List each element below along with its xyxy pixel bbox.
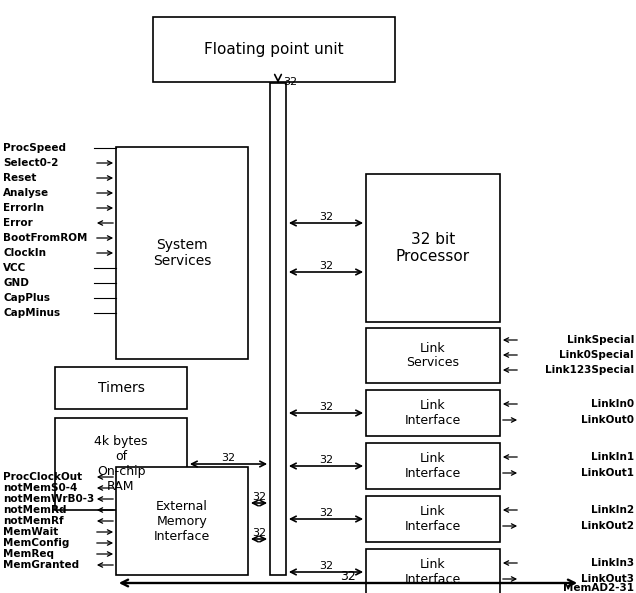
Bar: [366, 390, 500, 436]
Text: 32: 32: [252, 492, 266, 502]
Text: 32: 32: [319, 455, 333, 465]
Text: Select0-2: Select0-2: [3, 158, 59, 168]
Text: LinkOut3: LinkOut3: [581, 574, 634, 584]
Text: Link
Interface: Link Interface: [405, 399, 461, 427]
Bar: [270, 83, 286, 575]
Text: 32: 32: [283, 77, 297, 87]
Bar: [55, 367, 187, 409]
Text: 32: 32: [319, 561, 333, 571]
Text: LinkSpecial: LinkSpecial: [567, 335, 634, 345]
Text: Timers: Timers: [97, 381, 144, 395]
Text: BootFromROM: BootFromROM: [3, 233, 87, 243]
Bar: [366, 496, 500, 542]
Text: LinkIn2: LinkIn2: [591, 505, 634, 515]
Text: ProcClockOut: ProcClockOut: [3, 472, 82, 482]
Text: Error: Error: [3, 218, 32, 228]
Bar: [366, 174, 500, 322]
Text: Floating point unit: Floating point unit: [204, 42, 344, 57]
Bar: [366, 443, 500, 489]
Text: 32: 32: [319, 261, 333, 271]
Bar: [116, 467, 248, 575]
Text: LinkOut0: LinkOut0: [581, 415, 634, 425]
Text: notMemRd: notMemRd: [3, 505, 67, 515]
Text: 32: 32: [252, 528, 266, 538]
Text: Link
Interface: Link Interface: [405, 505, 461, 533]
Text: LinkIn3: LinkIn3: [591, 558, 634, 568]
Text: Analyse: Analyse: [3, 188, 49, 198]
Text: CapPlus: CapPlus: [3, 293, 50, 303]
Text: Link123Special: Link123Special: [545, 365, 634, 375]
Text: 32: 32: [319, 212, 333, 222]
Text: ErrorIn: ErrorIn: [3, 203, 44, 213]
Text: MemAD2-31: MemAD2-31: [563, 583, 634, 593]
Text: 32: 32: [221, 453, 235, 463]
Text: LinkOut2: LinkOut2: [581, 521, 634, 531]
Text: VCC: VCC: [3, 263, 26, 273]
Text: 32 bit
Processor: 32 bit Processor: [396, 232, 470, 264]
Text: MemWait: MemWait: [3, 527, 59, 537]
Text: LinkIn1: LinkIn1: [591, 452, 634, 462]
Text: MemGranted: MemGranted: [3, 560, 79, 570]
Bar: [366, 549, 500, 593]
Text: External
Memory
Interface: External Memory Interface: [154, 499, 210, 543]
Text: notMemWrB0-3: notMemWrB0-3: [3, 494, 94, 504]
Text: LinkOut1: LinkOut1: [581, 468, 634, 478]
Text: LinkIn0: LinkIn0: [591, 399, 634, 409]
Text: Reset: Reset: [3, 173, 36, 183]
Text: 32: 32: [319, 508, 333, 518]
Text: CapMinus: CapMinus: [3, 308, 60, 318]
Text: System
Services: System Services: [153, 238, 211, 268]
Text: 32: 32: [340, 569, 356, 582]
Bar: [55, 418, 187, 510]
Text: ProcSpeed: ProcSpeed: [3, 143, 66, 153]
Text: 4k bytes
of
On-chip
RAM: 4k bytes of On-chip RAM: [94, 435, 148, 493]
Text: Link
Services: Link Services: [406, 342, 459, 369]
Text: notMemS0-4: notMemS0-4: [3, 483, 78, 493]
Text: 32: 32: [319, 402, 333, 412]
Text: Link0Special: Link0Special: [560, 350, 634, 360]
Bar: [116, 147, 248, 359]
Text: Link
Interface: Link Interface: [405, 452, 461, 480]
Text: ClockIn: ClockIn: [3, 248, 46, 258]
Text: GND: GND: [3, 278, 29, 288]
Text: Link
Interface: Link Interface: [405, 558, 461, 586]
Bar: [153, 17, 395, 82]
Text: notMemRf: notMemRf: [3, 516, 64, 526]
Text: MemReq: MemReq: [3, 549, 54, 559]
Bar: [366, 328, 500, 383]
Text: MemConfig: MemConfig: [3, 538, 69, 548]
